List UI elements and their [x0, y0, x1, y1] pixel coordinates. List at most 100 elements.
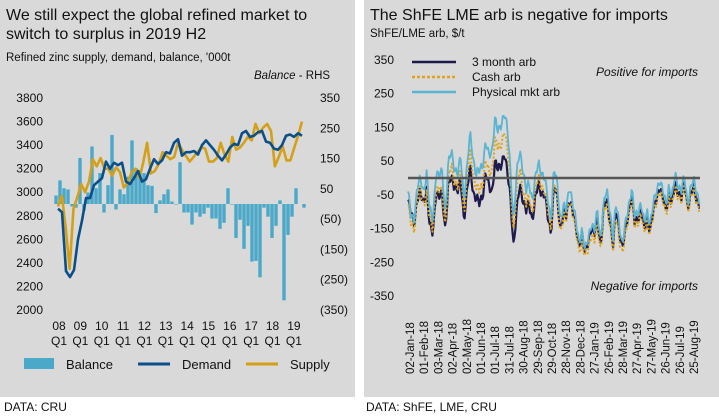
- balance-bar: [286, 204, 290, 235]
- balance-bar: [206, 204, 210, 208]
- balance-bar: [174, 204, 178, 205]
- y-right-tick-label: 250: [320, 121, 340, 135]
- y-left-tick-label: 3200: [16, 162, 43, 176]
- x-date-label: 30-Aug-18: [519, 320, 531, 374]
- balance-bar: [242, 204, 246, 249]
- balance-bar: [78, 157, 82, 204]
- balance-bar: [102, 204, 106, 213]
- physical-mkt-arb-line: [407, 115, 701, 250]
- balance-bar: [146, 185, 150, 204]
- x-quarter-label: Q1: [94, 334, 110, 348]
- x-date-label: 26-Feb-19: [604, 321, 616, 374]
- y-left-tick-label: 2600: [16, 232, 43, 246]
- x-date-label: 31-Jul-18: [504, 326, 516, 374]
- right-chart-source: DATA: ShFE, LME, CRU: [366, 400, 497, 414]
- right-chart-panel: The ShFE LME arb is negative for imports…: [364, 0, 719, 397]
- balance-bar: [170, 201, 174, 204]
- x-date-label: 01-Jul-18: [490, 326, 502, 374]
- balance-bar: [54, 195, 58, 204]
- x-date-label: 02-May-18: [462, 319, 474, 374]
- rhs-axis-label-suffix: - RHS: [295, 70, 331, 82]
- x-year-label: 12: [138, 319, 152, 333]
- x-date-label: 28-Mar-19: [618, 321, 630, 374]
- right-chart-subtitle: ShFE/LME arb, $/t: [370, 28, 465, 40]
- y-tick-label: -150: [370, 222, 394, 236]
- legend-label-supply: Supply: [290, 357, 330, 372]
- y-right-tick-label: 50: [320, 182, 334, 196]
- balance-bar: [270, 204, 274, 238]
- x-date-label: 26-Jun-19: [661, 322, 673, 374]
- legend-label-balance: Balance: [66, 357, 113, 372]
- rhs-axis-label-italic: Balance: [254, 70, 296, 82]
- y-tick-label: -350: [370, 289, 394, 303]
- x-quarter-label: Q1: [222, 334, 238, 348]
- balance-bar: [138, 170, 142, 204]
- balance-bar: [290, 204, 294, 217]
- x-date-label: 01-Feb-18: [419, 321, 431, 374]
- balance-bar: [118, 189, 122, 204]
- balance-bar: [166, 189, 170, 204]
- balance-bar: [190, 204, 194, 225]
- three-month-arb-line: [407, 155, 701, 253]
- y-tick-label: -250: [370, 255, 394, 269]
- balance-bar: [74, 204, 78, 208]
- balance-bar: [182, 204, 186, 213]
- balance-bar: [106, 185, 110, 204]
- x-date-label: 25-Aug-19: [689, 320, 701, 374]
- x-date-label: 26-Jul-19: [675, 326, 687, 374]
- balance-bar: [58, 180, 62, 204]
- left-chart-svg: 2000 2200 2400 2600 2800 3000 3200 3400 3600 3800…: [16, 91, 348, 372]
- x-date-label: 02-Apr-18: [448, 323, 460, 374]
- x-quarter-label: Q1: [200, 334, 216, 348]
- x-year-label: 11: [117, 319, 130, 333]
- y-right-tick-label: (250): [320, 273, 348, 287]
- x-date-label: 29-Sep-18: [533, 320, 545, 374]
- x-date-label: 02-Jan-18: [405, 322, 417, 374]
- legend-label-1: Cash arb: [472, 70, 521, 84]
- balance-bar: [238, 204, 242, 220]
- balance-bar: [154, 204, 158, 214]
- balance-bar: [222, 204, 226, 223]
- y-tick-label: 250: [374, 87, 394, 101]
- balance-bar: [94, 188, 98, 204]
- legend-label-2: Physical mkt arb: [472, 85, 560, 99]
- x-quarter-label: Q1: [72, 334, 88, 348]
- x-date-label: 03-Mar-18: [433, 321, 445, 374]
- x-year-label: 14: [180, 319, 194, 333]
- balance-bar: [278, 200, 282, 204]
- x-quarter-label: Q1: [265, 334, 281, 348]
- x-date-label: 28-Nov-18: [561, 320, 573, 374]
- left-chart-subtitle: Refined zinc supply, demand, balance, '0…: [6, 52, 231, 64]
- balance-bar: [218, 204, 222, 229]
- legend-label-0: 3 month arb: [472, 55, 536, 69]
- annotation-negative: Negative for imports: [591, 279, 698, 293]
- balance-bar: [122, 194, 126, 204]
- x-year-label: 18: [266, 319, 280, 333]
- x-date-label: 01-Jun-18: [476, 322, 488, 374]
- balance-bar: [230, 204, 234, 205]
- balance-bar: [70, 204, 74, 207]
- x-quarter-label: Q1: [115, 334, 131, 348]
- x-year-label: 09: [74, 319, 88, 333]
- balance-bar: [266, 204, 270, 217]
- left-chart-source: DATA: CRU: [4, 400, 67, 414]
- y-tick-label: -50: [377, 188, 395, 202]
- balance-bar: [302, 204, 306, 208]
- balance-bar: [158, 200, 162, 204]
- y-left-tick-label: 2000: [16, 303, 43, 317]
- balance-bar: [214, 204, 218, 219]
- right-chart-svg: 350 250 150 50 -50 -150 -250 -350 Positive for i…: [370, 53, 701, 374]
- left-chart-title: We still expect the global refined marke…: [6, 7, 308, 43]
- balance-bar: [150, 185, 154, 204]
- demand-line: [57, 129, 303, 279]
- balance-bar: [202, 204, 206, 214]
- balance-bar: [142, 173, 146, 204]
- x-date-label: 29-Oct-18: [547, 323, 559, 374]
- y-left-tick-label: 2400: [16, 256, 43, 270]
- y-left-tick-label: 3000: [16, 185, 43, 199]
- balance-bar: [234, 204, 238, 238]
- balance-bar: [246, 204, 250, 226]
- x-date-label: 27-May-19: [646, 319, 658, 374]
- balance-bar: [62, 188, 66, 204]
- x-date-label: 28-Dec-18: [575, 320, 587, 374]
